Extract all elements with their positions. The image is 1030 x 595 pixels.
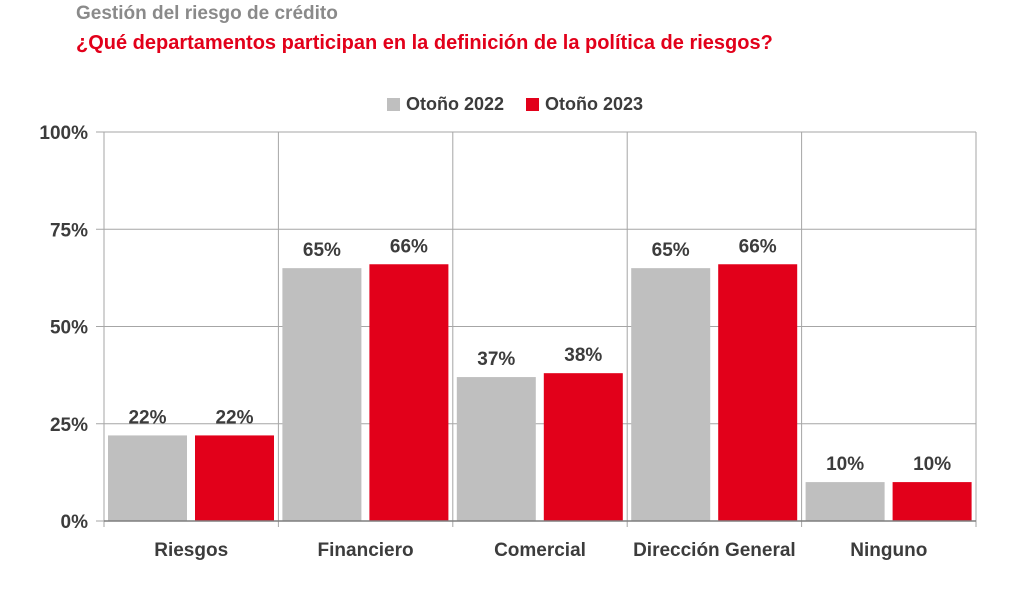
legend-label-2022: Otoño 2022 — [405, 94, 504, 114]
bar-value-label: 22% — [215, 407, 253, 428]
legend-swatch-2022 — [386, 98, 400, 111]
legend-item-2022: Otoño 2022 — [386, 94, 504, 115]
bar-value-label: 10% — [826, 454, 864, 475]
bar-value-label: 37% — [477, 349, 515, 370]
bar — [108, 435, 187, 521]
chart-subtitle: ¿Qué departamentos participan en la defi… — [76, 32, 773, 54]
bar — [456, 377, 536, 521]
chart-title: Gestión del riesgo de crédito — [76, 3, 338, 24]
x-category-label: Comercial — [494, 540, 586, 561]
bar — [543, 373, 623, 521]
legend-swatch-2023 — [526, 98, 539, 111]
y-tick-label: 0% — [61, 512, 89, 533]
y-tick-label: 100% — [39, 123, 88, 144]
y-tick-label: 25% — [50, 415, 88, 436]
legend: Otoño 2022 Otoño 2023 — [0, 94, 1030, 115]
bar — [718, 264, 798, 521]
bar — [282, 268, 362, 521]
x-category-label: Ninguno — [850, 540, 927, 561]
bar-value-label: 66% — [739, 236, 777, 257]
legend-label-2023: Otoño 2023 — [545, 94, 644, 114]
bar-value-label: 38% — [564, 345, 602, 366]
bar — [805, 482, 885, 521]
bar — [369, 264, 449, 521]
bar — [631, 268, 711, 521]
legend-item-2023: Otoño 2023 — [526, 94, 643, 115]
x-category-label: Financiero — [318, 540, 414, 561]
bar — [195, 435, 274, 521]
x-category-label: Riesgos — [154, 540, 228, 561]
bar — [892, 482, 972, 521]
bar-value-label: 10% — [913, 454, 951, 475]
x-category-label: Dirección General — [633, 540, 796, 561]
bar-value-label: 65% — [303, 240, 341, 261]
y-tick-label: 75% — [50, 220, 88, 241]
bar-value-label: 65% — [652, 240, 690, 261]
bar-value-label: 22% — [128, 407, 166, 428]
bar-value-label: 66% — [390, 236, 428, 257]
y-tick-label: 50% — [50, 318, 88, 339]
